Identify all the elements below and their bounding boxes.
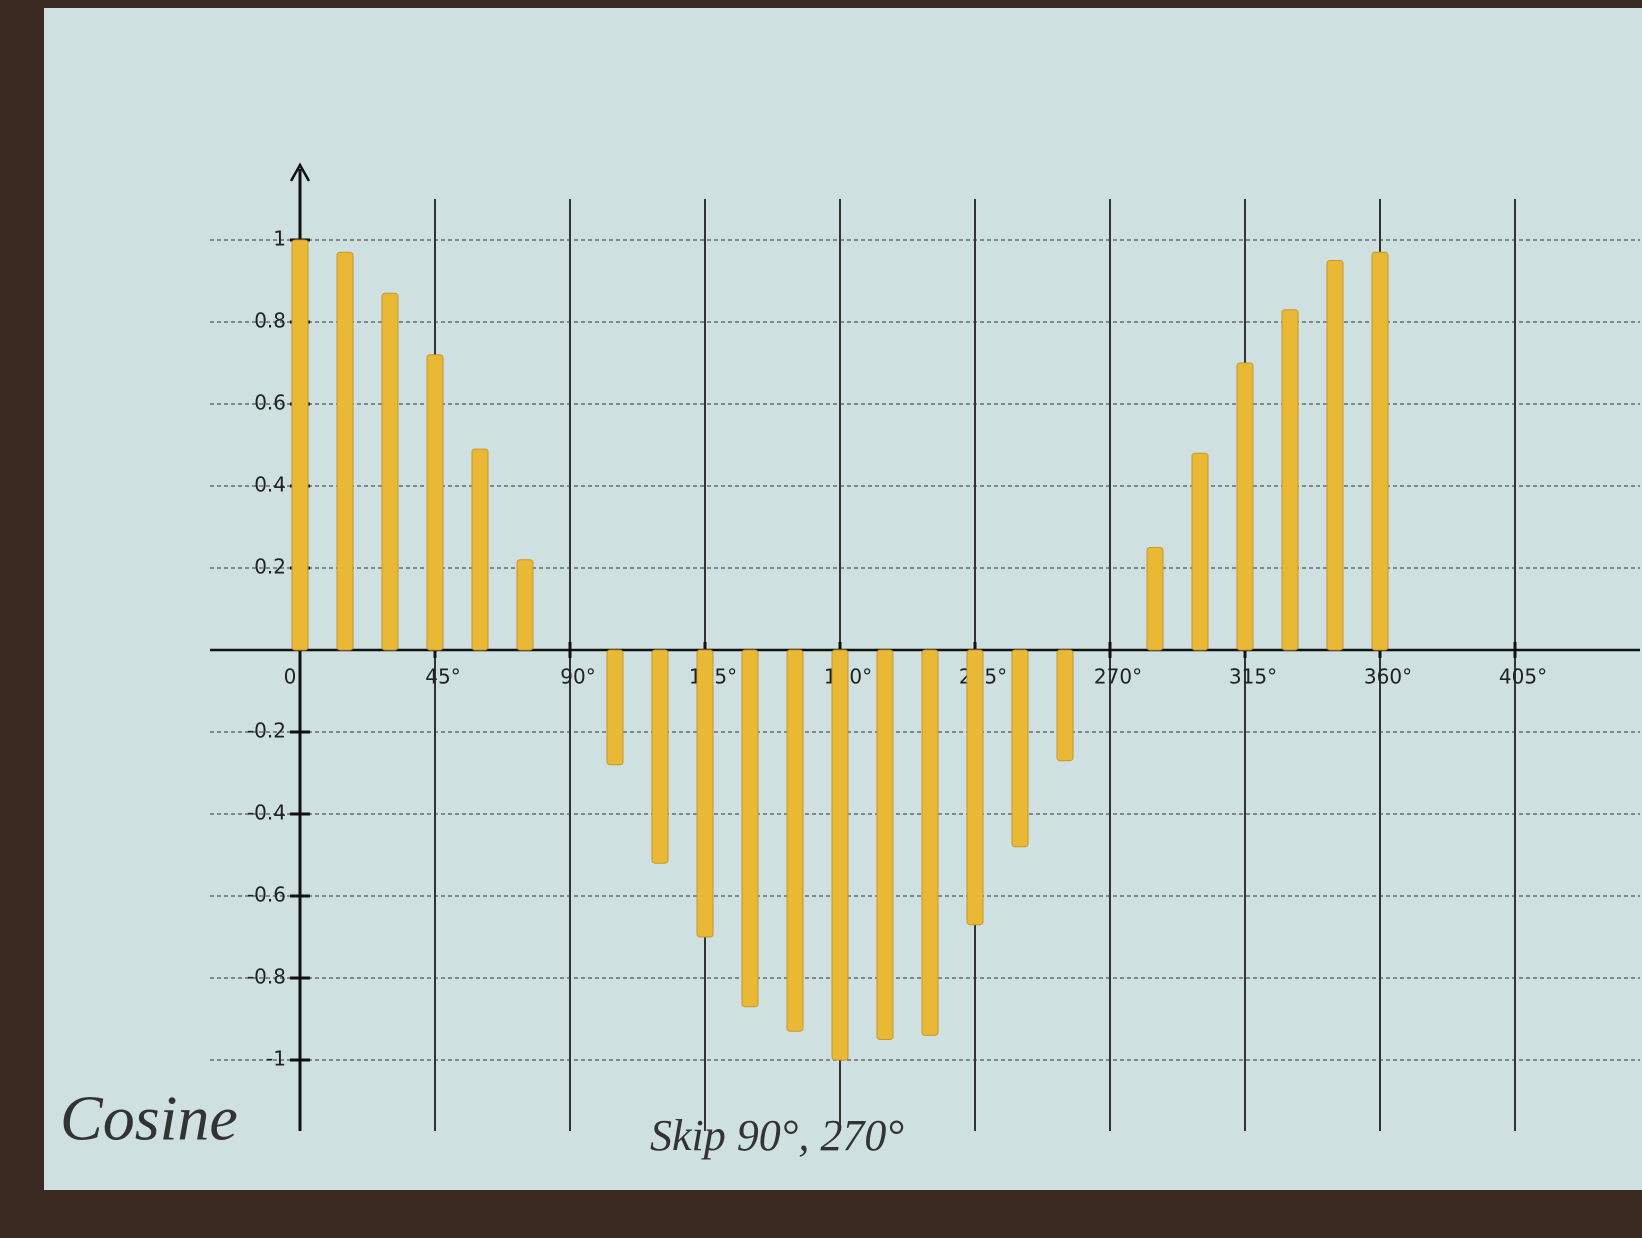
y-tick-label: 0.4	[254, 473, 286, 497]
x-tick-label: 315°	[1229, 665, 1277, 689]
x-tick-label: 0	[284, 665, 297, 689]
y-tick-label: -1	[266, 1047, 286, 1071]
bar	[607, 650, 623, 765]
bar	[832, 650, 848, 1060]
bar	[922, 650, 938, 1035]
x-tick-label: 405°	[1499, 665, 1547, 689]
bar	[742, 650, 758, 1007]
y-tick-label: -0.8	[247, 965, 286, 989]
page: Cosine Skip 90°, 270° -1 -0.8 -0.6 -0.4 -0.2…	[0, 0, 1642, 1238]
bar	[382, 293, 398, 650]
bar	[1372, 252, 1388, 650]
y-tick-label: 0.6	[254, 391, 286, 415]
x-tick-label: 360°	[1364, 665, 1412, 689]
bar	[967, 650, 983, 925]
bar	[1147, 548, 1163, 651]
bar	[1282, 310, 1298, 650]
bar	[1057, 650, 1073, 761]
bar	[517, 560, 533, 650]
x-tick-label: 90°	[560, 665, 595, 689]
y-tick-label: -0.6	[247, 883, 286, 907]
bar	[292, 240, 308, 650]
y-tick-label: 1	[273, 227, 286, 251]
bar	[877, 650, 893, 1040]
x-tick-label: 45°	[425, 665, 460, 689]
chart: Cosine Skip 90°, 270° -1 -0.8 -0.6 -0.4 -0.2…	[0, 0, 1642, 1238]
bar	[697, 650, 713, 937]
bar	[1237, 363, 1253, 650]
bar	[472, 449, 488, 650]
bar	[787, 650, 803, 1031]
annotation: Skip 90°, 270°	[650, 1111, 904, 1160]
y-tick-label: 0.8	[254, 309, 286, 333]
bar	[427, 355, 443, 650]
bar	[337, 252, 353, 650]
y-tick-label: -0.2	[247, 719, 286, 743]
y-tick-label: 0.2	[254, 555, 286, 579]
x-tick-label: 270°	[1094, 665, 1142, 689]
bar	[1012, 650, 1028, 847]
bar	[1192, 453, 1208, 650]
chart-title: Cosine	[60, 1083, 238, 1154]
bar	[652, 650, 668, 863]
bar	[1327, 261, 1343, 651]
y-tick-label: -0.4	[247, 801, 286, 825]
